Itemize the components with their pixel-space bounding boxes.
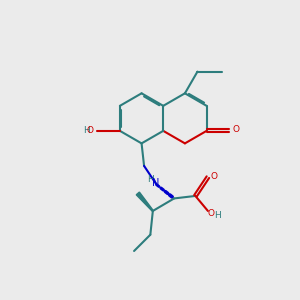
Text: O: O (232, 125, 239, 134)
Text: H: H (214, 211, 221, 220)
Polygon shape (136, 192, 153, 211)
Text: O: O (210, 172, 217, 181)
Text: O: O (208, 209, 215, 218)
Text: N: N (152, 178, 160, 188)
Text: O: O (87, 126, 94, 135)
Text: H: H (83, 126, 89, 135)
Text: H: H (147, 175, 154, 184)
